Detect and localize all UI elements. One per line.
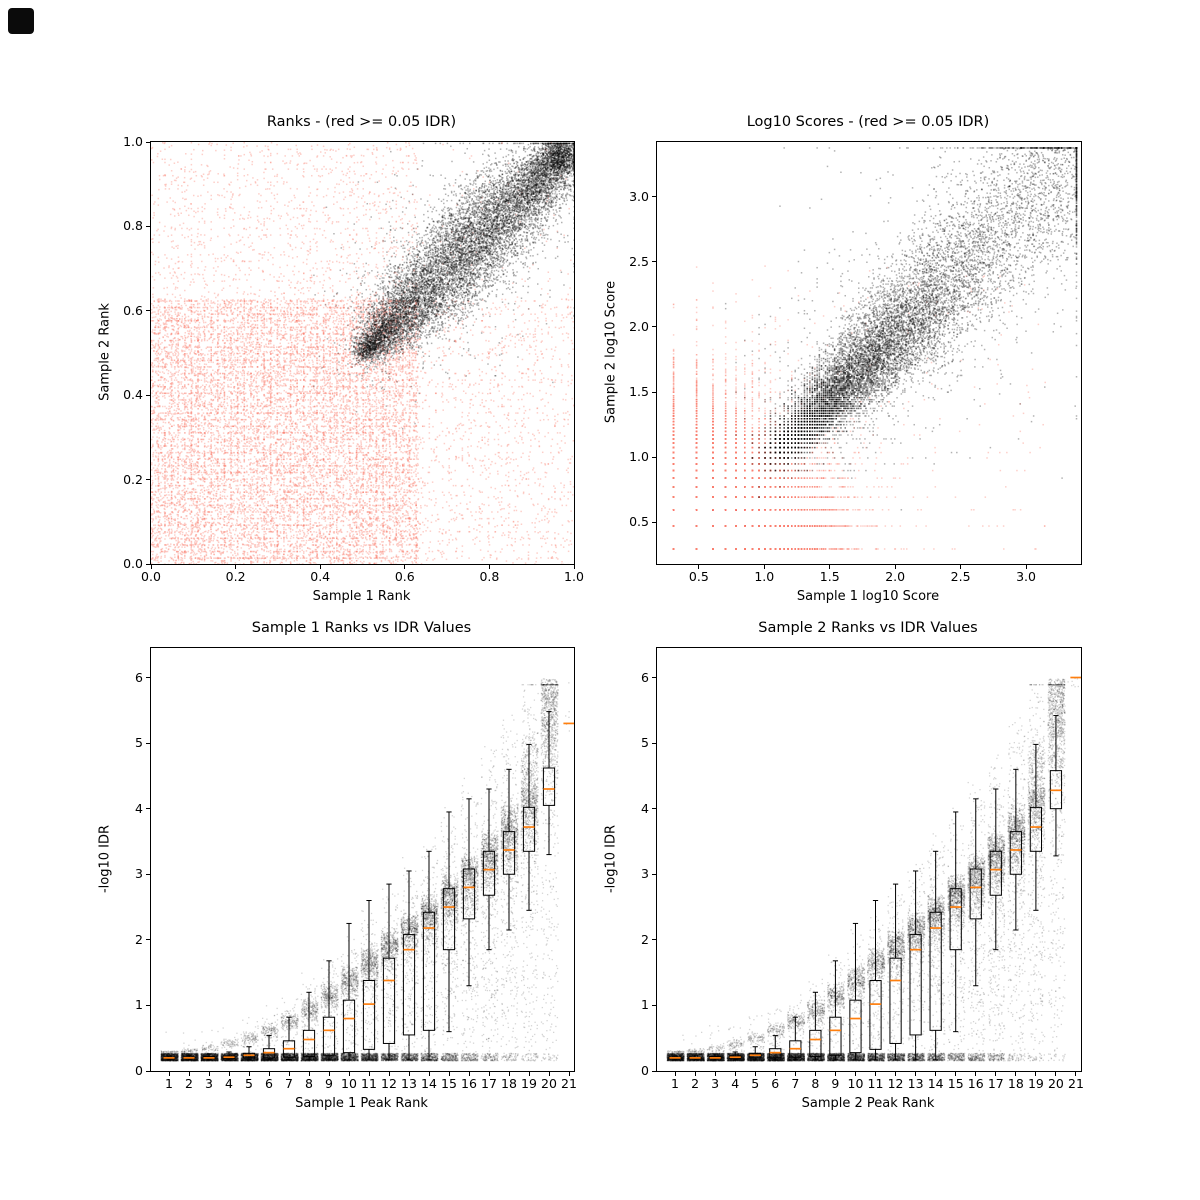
- subplot-sample1-idr: Sample 1 Ranks vs IDR Values -log10 IDR …: [97, 620, 577, 1111]
- corner-icon: [8, 8, 34, 34]
- scores-scatter-canvas: [657, 142, 1081, 564]
- x-axis-label: Sample 1 log10 Score: [796, 589, 940, 604]
- y-axis-label: -log10 IDR: [603, 824, 619, 893]
- subplot-log10-scores: Log10 Scores - (red >= 0.05 IDR) Sample …: [604, 114, 1082, 604]
- plot-title: Sample 2 Ranks vs IDR Values: [758, 620, 978, 636]
- axes-frame: [150, 647, 575, 1072]
- plot-title: Log10 Scores - (red >= 0.05 IDR): [746, 114, 990, 130]
- axes-frame: [656, 141, 1082, 565]
- plot-title: Ranks - (red >= 0.05 IDR): [266, 114, 457, 130]
- x-axis-label: Sample 1 Rank: [312, 589, 411, 604]
- subplot-sample2-idr: Sample 2 Ranks vs IDR Values -log10 IDR …: [603, 620, 1084, 1111]
- subplot-ranks: Ranks - (red >= 0.05 IDR) Sample 2 Rank …: [97, 114, 584, 604]
- y-axis-label: Sample 2 log10 Score: [603, 280, 619, 424]
- x-axis-label: Sample 1 Peak Rank: [295, 1096, 428, 1111]
- ranks-scatter-canvas: [151, 142, 574, 564]
- plot-title: Sample 1 Ranks vs IDR Values: [251, 620, 472, 636]
- sample1-idr-canvas: [151, 648, 574, 1071]
- axes-frame: [656, 647, 1082, 1072]
- y-axis-label: -log10 IDR: [97, 824, 113, 893]
- y-axis-label: Sample 2 Rank: [97, 303, 113, 401]
- axes-frame: [150, 141, 575, 565]
- x-axis-label: Sample 2 Peak Rank: [801, 1096, 935, 1111]
- sample2-idr-canvas: [657, 648, 1081, 1071]
